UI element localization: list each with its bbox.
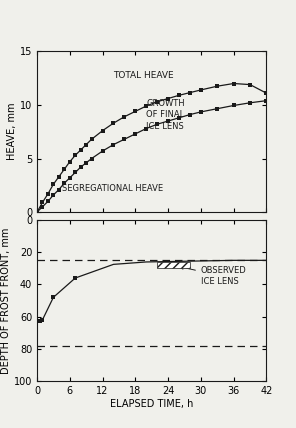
Text: TOTAL HEAVE: TOTAL HEAVE: [113, 71, 174, 80]
Y-axis label: HEAVE, mm: HEAVE, mm: [7, 103, 17, 160]
X-axis label: ELAPSED TIME, h: ELAPSED TIME, h: [110, 398, 193, 409]
Text: OBSERVED
ICE LENS: OBSERVED ICE LENS: [180, 266, 247, 286]
Y-axis label: DEPTH OF FROST FRONT, mm: DEPTH OF FROST FRONT, mm: [1, 227, 11, 374]
Bar: [157, 262, 190, 268]
Text: SEGREGATIONAL HEAVE: SEGREGATIONAL HEAVE: [62, 184, 163, 193]
Text: GROWTH
OF FINAL
ICE LENS: GROWTH OF FINAL ICE LENS: [146, 99, 185, 131]
